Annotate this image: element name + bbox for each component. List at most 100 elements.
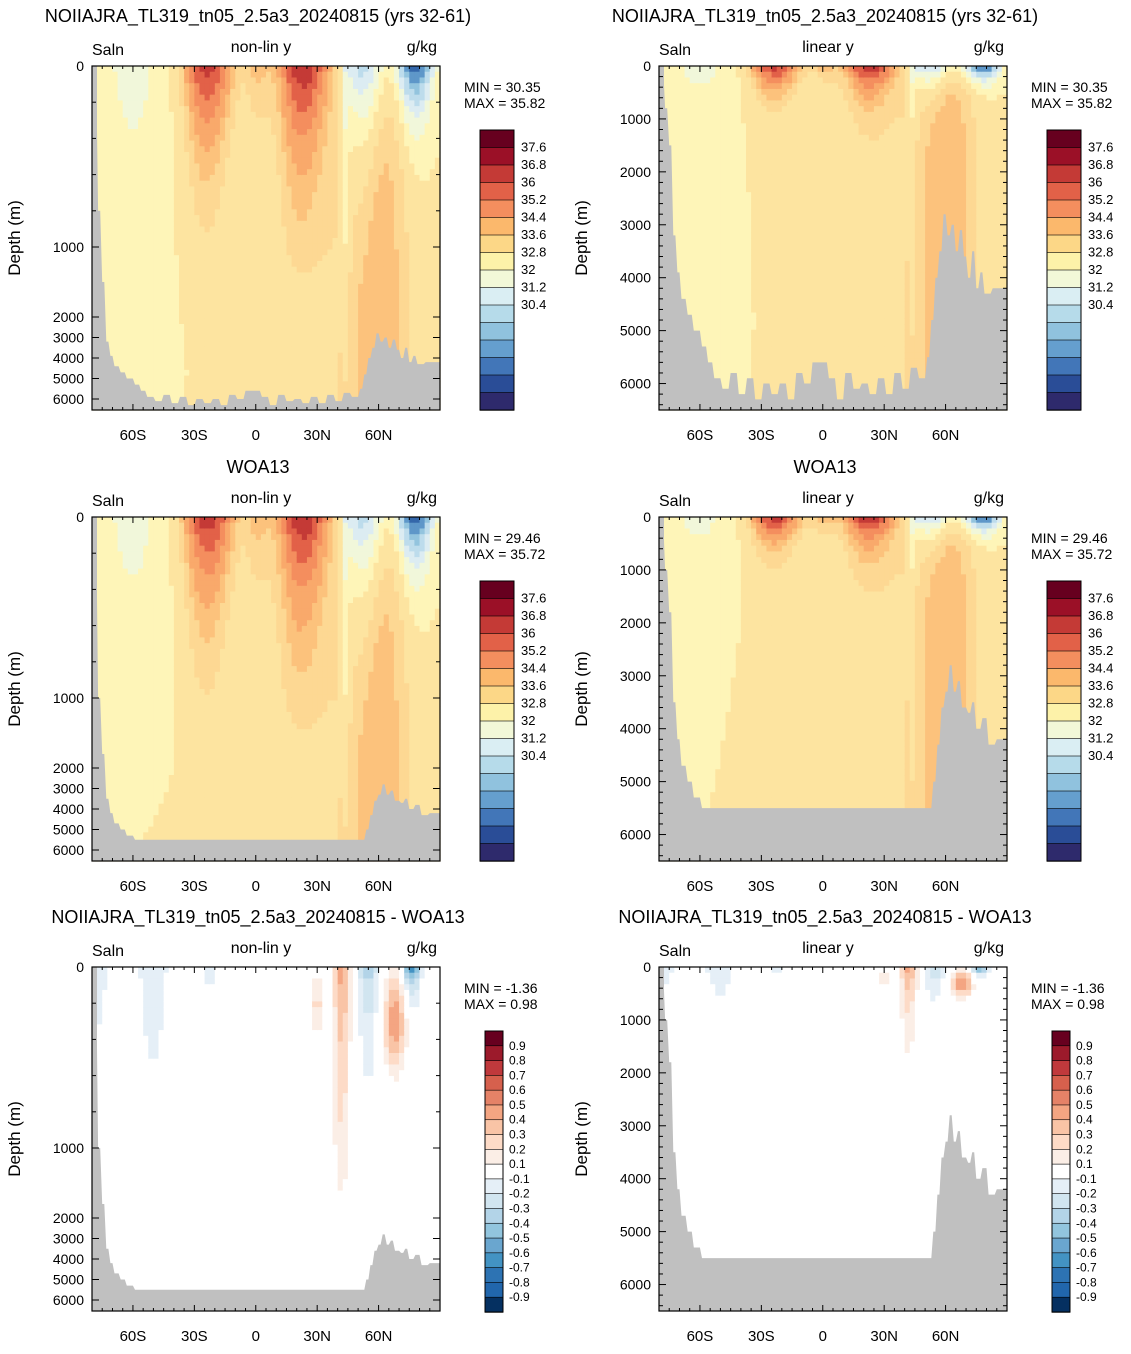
field-cell: [194, 83, 201, 90]
x-tick-label: 30S: [181, 427, 208, 444]
field-cell: [281, 197, 288, 205]
field-cell: [383, 100, 390, 107]
field-cell: [199, 232, 206, 239]
field-cell: [122, 289, 129, 296]
field-cell: [710, 209, 716, 216]
field-cell: [306, 375, 313, 382]
field-cell: [163, 157, 170, 165]
field-cell: [225, 140, 231, 147]
field-cell: [306, 220, 313, 228]
field-cell: [230, 260, 236, 268]
field-cell: [296, 192, 303, 199]
field-cell: [378, 306, 385, 314]
field-cell: [271, 387, 277, 394]
field-cell: [209, 346, 216, 354]
field-cell: [117, 134, 124, 142]
field-cell: [132, 129, 139, 136]
field-cell: [122, 272, 129, 279]
field-cell: [184, 306, 190, 314]
field-cell: [97, 163, 103, 170]
field-cell: [102, 152, 108, 159]
field-cell: [250, 260, 257, 268]
field-cell: [112, 243, 119, 251]
field-cell: [429, 152, 436, 159]
field-cell: [409, 106, 416, 113]
field-cell: [368, 249, 375, 256]
field-cell: [327, 123, 334, 130]
field-cell: [312, 232, 318, 239]
field-cell: [327, 352, 334, 359]
field-cell: [194, 306, 201, 314]
field-cell: [117, 129, 124, 136]
field-cell: [301, 220, 308, 228]
field-cell: [327, 364, 334, 371]
field-cell: [404, 220, 410, 228]
field-cell: [705, 111, 711, 119]
field-cell: [271, 278, 277, 285]
field-cell: [679, 260, 686, 268]
field-cell: [715, 117, 722, 124]
field-cell: [317, 215, 323, 222]
field-cell: [434, 358, 441, 365]
field-cell: [148, 392, 155, 400]
field-cell: [347, 301, 354, 308]
field-cell: [434, 117, 441, 124]
field-cell: [153, 272, 160, 279]
field-cell: [240, 289, 247, 296]
field-cell: [245, 192, 252, 199]
field-cell: [199, 186, 206, 193]
field-cell: [168, 341, 175, 348]
field-cell: [414, 295, 421, 302]
field-cell: [669, 88, 675, 96]
field-cell: [378, 255, 385, 262]
field-cell: [240, 255, 247, 262]
field-cell: [260, 260, 267, 268]
field-cell: [266, 88, 272, 96]
field-cell: [679, 238, 686, 245]
field-cell: [281, 220, 288, 228]
field-cell: [353, 381, 359, 388]
field-cell: [127, 203, 134, 210]
field-cell: [296, 352, 303, 359]
field-cell: [694, 123, 701, 130]
field-cell: [117, 289, 124, 296]
field-cell: [107, 163, 114, 170]
field-cell: [219, 94, 226, 101]
field-cell: [353, 123, 359, 130]
field-cell: [409, 129, 416, 136]
field-cell: [337, 272, 344, 279]
field-cell: [179, 83, 185, 90]
field-cell: [419, 232, 426, 239]
field-cell: [230, 369, 236, 377]
field-cell: [143, 203, 149, 210]
field-cell: [669, 117, 675, 124]
field-cell: [245, 66, 252, 73]
field-cell: [347, 134, 354, 142]
field-cell: [434, 77, 441, 84]
field-cell: [434, 197, 441, 205]
field-cell: [699, 100, 706, 107]
field-cell: [209, 226, 216, 233]
field-cell: [179, 238, 185, 245]
field-cell: [312, 94, 318, 101]
field-cell: [312, 146, 318, 153]
field-cell: [245, 94, 252, 101]
field-cell: [358, 266, 364, 273]
field-cell: [301, 180, 308, 187]
field-cell: [705, 71, 711, 79]
field-cell: [322, 186, 329, 193]
field-cell: [388, 88, 395, 96]
field-cell: [107, 100, 114, 107]
colorbar-swatch: [479, 357, 515, 376]
field-cell: [250, 117, 257, 124]
field-cell: [204, 278, 211, 285]
field-cell: [710, 169, 716, 176]
field-cell: [235, 346, 242, 354]
field-cell: [368, 94, 375, 101]
field-cell: [332, 100, 339, 107]
field-cell: [194, 226, 201, 233]
field-cell: [409, 180, 416, 187]
field-cell: [296, 140, 303, 147]
field-cell: [122, 215, 129, 222]
field-cell: [322, 346, 329, 354]
